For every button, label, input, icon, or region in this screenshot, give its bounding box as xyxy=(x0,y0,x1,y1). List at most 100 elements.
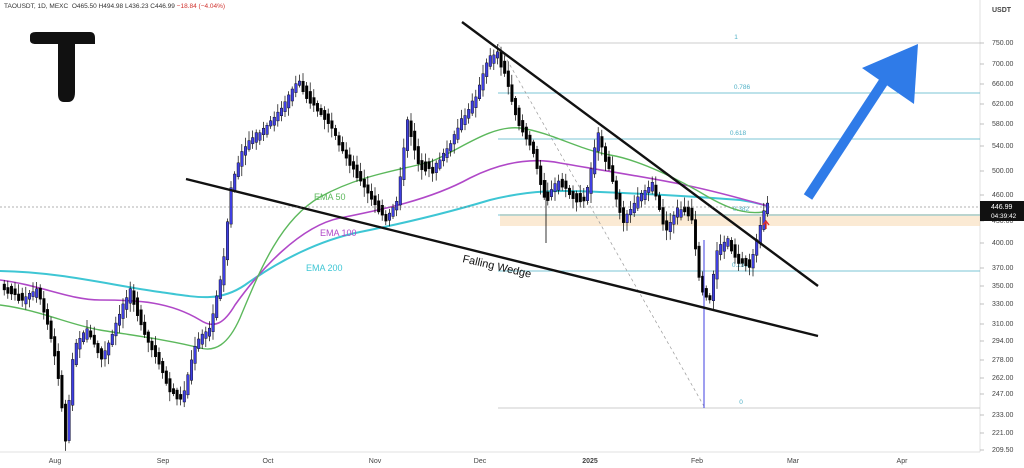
candle-body xyxy=(125,297,129,310)
candle-body xyxy=(38,287,42,300)
candle-body xyxy=(485,62,489,77)
candle-body xyxy=(312,97,316,106)
candle-body xyxy=(510,84,514,102)
candle-body xyxy=(560,178,564,188)
candle-body xyxy=(240,151,244,167)
candle-body xyxy=(640,193,644,202)
candle-body xyxy=(470,100,474,114)
time-tick-label: Sep xyxy=(157,458,170,465)
candle-body xyxy=(85,328,89,340)
candle-body xyxy=(517,107,521,127)
candle-body xyxy=(326,113,330,124)
candle-body xyxy=(168,378,172,393)
candle-body xyxy=(733,244,737,258)
candle-body xyxy=(139,309,143,326)
candle-body xyxy=(542,180,546,198)
candle-body xyxy=(568,187,572,196)
exchange-label: MEXC xyxy=(49,3,69,10)
candle-body xyxy=(449,143,453,152)
ema100-label: EMA 100 xyxy=(320,228,357,238)
ohlc-header: TAOUSDT, 1D, MEXC O465.50 H494.98 L436.2… xyxy=(4,3,226,10)
bullish-arrow-icon xyxy=(803,44,918,200)
candle-body xyxy=(193,346,197,364)
ema50-line xyxy=(0,127,769,350)
candle-body xyxy=(438,159,442,169)
price-tick-label: 400.00 xyxy=(992,240,1014,247)
candle-body xyxy=(625,213,629,223)
candle-body xyxy=(586,187,590,201)
candle-body xyxy=(42,298,46,313)
candle-body xyxy=(13,288,17,295)
candle-body xyxy=(207,327,211,337)
candle-body xyxy=(53,336,57,357)
price-tick-label: 233.00 xyxy=(992,412,1014,419)
price-tick-label: 221.00 xyxy=(992,430,1014,437)
candle-body xyxy=(96,342,100,354)
candle-body xyxy=(81,332,85,343)
ema200-line xyxy=(0,189,769,299)
time-tick-label: Feb xyxy=(691,458,703,465)
candle-body xyxy=(370,190,374,200)
candle-body xyxy=(60,374,64,409)
candle-body xyxy=(658,195,662,210)
candle-body xyxy=(488,55,492,67)
candle-body xyxy=(56,351,60,379)
candle-body xyxy=(294,83,298,93)
candle-body xyxy=(589,168,593,194)
candle-body xyxy=(150,340,154,351)
candle-body xyxy=(258,132,262,141)
candle-body xyxy=(24,296,28,305)
interval-label: 1D xyxy=(37,3,46,10)
price-tick-label: 750.00 xyxy=(992,40,1014,47)
candle-body xyxy=(582,196,586,202)
candle-body xyxy=(704,288,708,298)
price-tick-label: 330.00 xyxy=(992,301,1014,308)
candle-body xyxy=(629,209,633,216)
candle-body xyxy=(265,125,269,135)
candle-body xyxy=(564,180,568,189)
candle-body xyxy=(719,244,723,255)
candle-body xyxy=(697,245,701,278)
time-tick-label: 2025 xyxy=(582,458,598,465)
candle-body xyxy=(434,162,438,173)
candle-body xyxy=(676,207,680,218)
price-tick-label: 262.00 xyxy=(992,375,1014,382)
candle-body xyxy=(481,73,485,91)
candle-body xyxy=(460,118,464,131)
candle-body xyxy=(427,161,431,169)
candle-body xyxy=(143,321,147,335)
candle-body xyxy=(593,147,597,175)
candle-body xyxy=(686,206,690,217)
candle-body xyxy=(63,403,67,442)
candle-body xyxy=(420,160,424,171)
candle-body xyxy=(301,81,305,93)
candle-body xyxy=(384,213,388,222)
current-price-tag xyxy=(980,201,1024,221)
candle-body xyxy=(445,148,449,158)
candle-body xyxy=(413,130,417,151)
candle-body xyxy=(431,166,435,174)
candle-body xyxy=(103,350,107,360)
candle-body xyxy=(744,258,748,266)
price-tick-label: 370.00 xyxy=(992,265,1014,272)
candle-body xyxy=(17,293,21,301)
fib-level-label: 0.786 xyxy=(734,84,751,91)
time-tick-label: Oct xyxy=(263,458,274,465)
candle-body xyxy=(535,149,539,169)
candle-body xyxy=(758,225,762,244)
candle-body xyxy=(611,165,615,182)
price-tick-label: 310.00 xyxy=(992,321,1014,328)
candle-body xyxy=(402,147,406,180)
candle-body xyxy=(514,97,518,116)
candle-body xyxy=(334,128,338,136)
candle-body xyxy=(71,359,75,406)
candle-body xyxy=(308,91,312,104)
candle-body xyxy=(20,292,24,301)
candle-body xyxy=(503,60,507,74)
time-tick-label: Nov xyxy=(369,458,382,465)
price-tick-label: 430.00 xyxy=(992,218,1014,225)
candle-body xyxy=(204,331,208,339)
candle-body xyxy=(553,183,557,192)
tao-logo-icon xyxy=(30,32,95,102)
